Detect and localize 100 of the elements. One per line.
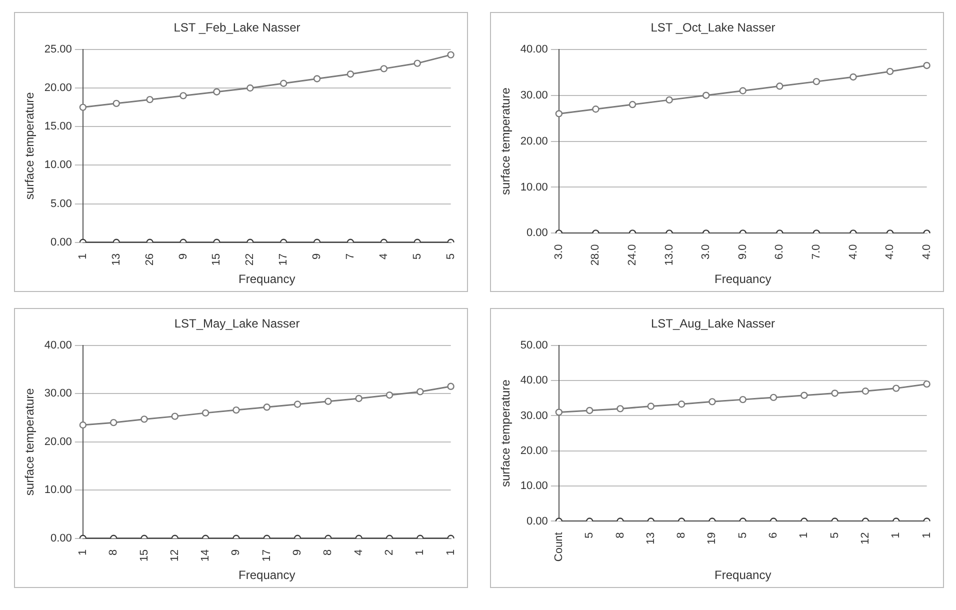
x-tick-label: 7.0: [810, 244, 822, 260]
y-axis-title: surface temperature: [22, 92, 37, 200]
y-axis-title: surface temperature: [22, 388, 37, 496]
x-tick-label: 2: [384, 549, 396, 556]
point: [213, 88, 220, 96]
y-axis-title: surface temperature: [498, 87, 513, 195]
x-tick-label: 9: [292, 549, 304, 556]
y-axis-title: surface temperature: [498, 379, 513, 488]
x-tick-label: 8: [614, 532, 626, 538]
x-tick-label: 5: [828, 532, 841, 538]
x-tick-label: 5: [444, 253, 457, 260]
chart-title: LST_Aug_Lake Nasser: [650, 316, 776, 331]
x-tick-label: 7: [344, 253, 356, 260]
point: [592, 106, 600, 113]
x-tick-label: 17: [278, 253, 290, 266]
point: [886, 68, 894, 76]
x-tick-label: 8: [676, 532, 688, 538]
x-tick-label: 5: [584, 532, 596, 538]
point: [280, 80, 288, 87]
y-tick-label: 30.00: [520, 410, 548, 422]
x-tick-label: 4.0: [884, 244, 896, 260]
y-tick-label: 10.00: [44, 484, 72, 496]
x-tick-label: 15: [210, 253, 223, 266]
x-tick-label: 9: [311, 253, 324, 260]
point: [831, 390, 838, 397]
point: [263, 404, 270, 411]
point: [739, 87, 746, 94]
point: [812, 78, 820, 86]
y-tick-label: 10.00: [520, 181, 548, 194]
x-tick-label: 1: [920, 532, 933, 538]
x-tick-label: 8: [322, 549, 334, 556]
point: [892, 384, 900, 392]
point: [770, 394, 778, 402]
x-tick-label: 24.0: [626, 244, 639, 266]
point: [923, 62, 930, 70]
x-tick-label: 9: [177, 253, 190, 260]
x-tick-label: 13: [644, 532, 657, 544]
y-tick-label: 10.00: [520, 480, 548, 492]
x-tick-label: 19: [706, 532, 718, 544]
y-tick-label: 20.00: [44, 82, 72, 94]
point: [112, 100, 120, 108]
y-tick-label: 50.00: [520, 339, 548, 352]
point: [380, 65, 388, 72]
point: [702, 92, 710, 99]
x-tick-label: 5: [736, 532, 749, 538]
point: [146, 96, 154, 104]
x-tick-label: 4.0: [920, 244, 933, 260]
point: [628, 100, 636, 108]
x-tick-label: 15: [138, 549, 150, 562]
point: [850, 73, 857, 81]
point: [79, 421, 87, 429]
y-tick-label: 40.00: [44, 339, 72, 352]
y-tick-label: 25.00: [44, 43, 72, 56]
x-axis-title: Frequancy: [238, 568, 296, 582]
y-tick-label: 40.00: [520, 43, 548, 56]
point: [202, 409, 210, 417]
point: [647, 402, 654, 410]
y-tick-label: 20.00: [520, 444, 548, 457]
chart-title: LST _Oct_Lake Nasser: [650, 20, 776, 35]
point: [708, 398, 716, 406]
point: [416, 388, 424, 396]
x-tick-label: 6.0: [774, 244, 786, 260]
x-tick-label: 1: [76, 253, 89, 260]
x-tick-label: 1: [444, 549, 457, 556]
x-tick-label: 3.0: [700, 244, 712, 260]
x-tick-label: 9.0: [736, 244, 749, 260]
y-tick-label: 20.00: [44, 436, 72, 448]
chart-title: LST_May_Lake Nasser: [174, 316, 300, 331]
x-tick-label: 4.0: [847, 244, 860, 260]
x-tick-label: 12: [168, 549, 181, 562]
x-tick-label: 12: [860, 532, 872, 544]
y-tick-label: 30.00: [520, 89, 548, 102]
y-tick-label: 5.00: [50, 198, 72, 210]
x-axis-title: Frequancy: [714, 568, 772, 582]
x-tick-label: 3.0: [552, 244, 565, 260]
x-tick-label: 8: [108, 549, 120, 556]
point: [555, 408, 563, 416]
x-tick-label: 22: [244, 253, 256, 266]
x-tick-label: 4: [378, 253, 390, 260]
y-tick-label: 15.00: [44, 120, 72, 133]
point: [180, 92, 187, 100]
point: [739, 396, 746, 404]
x-tick-label: 6: [768, 532, 780, 538]
point: [616, 405, 624, 412]
y-tick-label: 20.00: [520, 135, 548, 148]
x-tick-label: 26: [144, 253, 156, 266]
x-tick-label: 1: [414, 549, 426, 556]
x-tick-label: 13.0: [663, 244, 676, 266]
point: [324, 398, 332, 405]
y-tick-label: 10.00: [44, 159, 72, 172]
y-tick-label: 40.00: [520, 374, 548, 387]
point: [800, 392, 808, 399]
point: [346, 70, 354, 78]
point: [862, 388, 870, 395]
point: [232, 406, 240, 414]
x-tick-label: 13: [110, 253, 122, 266]
point: [313, 75, 321, 82]
point: [776, 82, 784, 90]
point: [79, 104, 87, 111]
y-tick-label: 0.00: [526, 227, 548, 240]
